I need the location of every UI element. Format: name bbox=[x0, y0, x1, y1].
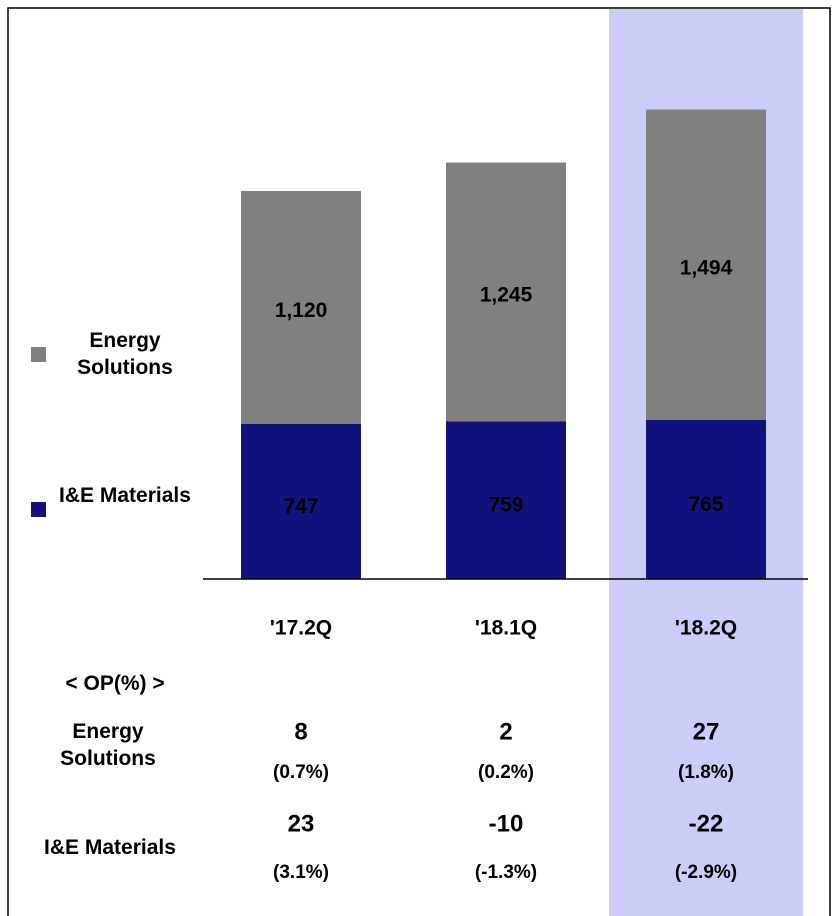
legend-label: Energy Solutions bbox=[77, 329, 173, 379]
bar-value-label: 747 bbox=[283, 495, 318, 518]
bar-segment bbox=[446, 421, 566, 579]
bar-segment bbox=[241, 423, 361, 579]
op-value: 2 bbox=[499, 718, 512, 745]
op-percent: (3.1%) bbox=[273, 862, 329, 883]
bar-value-label: 765 bbox=[688, 493, 723, 516]
row-label: I&E Materials bbox=[44, 836, 176, 859]
frame bbox=[7, 7, 831, 916]
x-tick-label: '18.2Q bbox=[675, 617, 737, 640]
op-value: 23 bbox=[288, 810, 315, 837]
bar-segment bbox=[446, 162, 566, 422]
op-percent: (0.7%) bbox=[273, 762, 329, 783]
bar-value-label: 1,120 bbox=[275, 299, 328, 322]
op-percent: (-1.3%) bbox=[475, 862, 537, 883]
op-value: 8 bbox=[294, 718, 307, 745]
op-percent: (-2.9%) bbox=[675, 862, 737, 883]
bar-segment bbox=[241, 191, 361, 424]
legend-swatch bbox=[31, 502, 46, 517]
bar-segment bbox=[646, 420, 766, 579]
op-percent: (1.8%) bbox=[678, 762, 734, 783]
op-value: -10 bbox=[489, 810, 524, 837]
bar-value-label: 1,245 bbox=[480, 283, 533, 306]
op-percent: (0.2%) bbox=[478, 762, 534, 783]
row-label: Energy Solutions bbox=[60, 720, 156, 770]
op-value: -22 bbox=[689, 810, 724, 837]
op-title: < OP(%) > bbox=[65, 672, 165, 695]
x-tick-label: '17.2Q bbox=[270, 617, 332, 640]
bar-value-label: 1,494 bbox=[680, 256, 733, 279]
bar-value-label: 759 bbox=[488, 494, 523, 517]
bar-segment bbox=[646, 109, 766, 421]
legend-swatch bbox=[31, 347, 46, 362]
op-value: 27 bbox=[693, 718, 720, 745]
x-tick-label: '18.1Q bbox=[475, 617, 537, 640]
legend-label: I&E Materials bbox=[59, 484, 191, 507]
